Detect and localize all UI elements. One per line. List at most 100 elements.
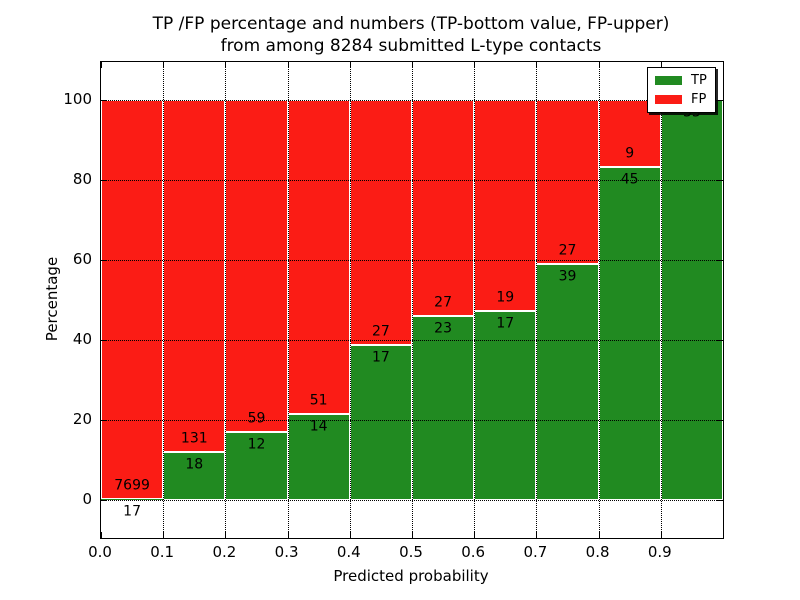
y-axis-label: Percentage xyxy=(43,256,61,342)
bar-fp-segment xyxy=(287,100,350,414)
bar-tp-segment xyxy=(412,316,475,500)
bar-tp-segment xyxy=(598,166,661,500)
fp-count-label: 9 xyxy=(625,145,635,162)
tick-mark xyxy=(101,260,107,261)
legend-item-tp: TP xyxy=(655,74,708,87)
tick-mark xyxy=(474,532,476,538)
gridline-y xyxy=(101,180,723,181)
tp-count-label: 12 xyxy=(247,436,266,453)
gridline-x xyxy=(349,62,351,538)
y-tick-label: 20 xyxy=(72,410,92,428)
tp-count-label: 17 xyxy=(123,503,141,520)
gridline-x xyxy=(225,62,227,538)
fp-count-label: 27 xyxy=(558,242,577,259)
gridline-x xyxy=(412,62,413,538)
x-tick-label: 0.3 xyxy=(274,543,299,561)
bar-tp-segment xyxy=(660,100,723,500)
tick-mark xyxy=(474,62,476,68)
tick-mark xyxy=(717,500,723,501)
gridline-y xyxy=(101,420,723,421)
fp-count-label: 7699 xyxy=(114,477,150,494)
gridline-y xyxy=(101,260,723,261)
bar-fp-segment xyxy=(163,100,226,452)
fp-count-label: 19 xyxy=(496,289,515,306)
tick-mark xyxy=(101,180,107,181)
tp-count-label: 17 xyxy=(496,315,515,332)
tick-mark xyxy=(349,62,351,68)
tick-mark xyxy=(598,532,600,538)
x-tick-label: 0.4 xyxy=(336,543,361,561)
tick-mark xyxy=(101,532,102,538)
tick-mark xyxy=(536,62,538,68)
tick-mark xyxy=(101,420,107,421)
fp-count-label: 27 xyxy=(371,323,390,340)
gridline-x xyxy=(660,62,662,538)
tick-mark xyxy=(225,62,227,68)
tick-mark xyxy=(717,180,723,181)
y-tick-label: 100 xyxy=(63,90,92,108)
legend-label-tp: TP xyxy=(691,73,707,88)
tick-mark xyxy=(660,62,662,68)
tick-mark xyxy=(101,500,107,501)
bar-fp-segment xyxy=(349,100,412,346)
bar-fp-segment xyxy=(412,100,475,316)
gridline-x xyxy=(287,62,289,538)
tick-mark xyxy=(287,532,289,538)
y-tick-label: 40 xyxy=(72,330,92,348)
x-tick-label: 0.8 xyxy=(585,543,610,561)
tick-mark xyxy=(163,532,165,538)
bar-tp-segment xyxy=(287,413,350,500)
gridline-x xyxy=(536,62,538,538)
gridline-x xyxy=(163,62,165,538)
tick-mark xyxy=(717,420,723,421)
fp-swatch xyxy=(655,95,682,104)
tp-swatch xyxy=(655,76,682,85)
fp-count-label: 59 xyxy=(247,410,266,427)
legend-item-fp: FP xyxy=(655,93,708,106)
legend: TP FP xyxy=(647,67,716,113)
x-tick-label: 0.9 xyxy=(647,543,672,561)
y-tick-label: 80 xyxy=(72,170,92,188)
gridline-y xyxy=(101,100,723,101)
y-tick-label: 0 xyxy=(82,490,92,508)
gridline-x xyxy=(474,62,476,538)
tick-mark xyxy=(101,100,107,101)
fp-count-label: 27 xyxy=(434,294,452,311)
x-axis-label: Predicted probability xyxy=(333,567,489,585)
tick-mark xyxy=(349,532,351,538)
y-tick-label: 60 xyxy=(72,250,92,268)
x-tick-label: 0.6 xyxy=(461,543,486,561)
tick-mark xyxy=(287,62,289,68)
tick-mark xyxy=(163,62,165,68)
x-tick-label: 0.1 xyxy=(150,543,175,561)
tick-mark xyxy=(412,62,413,68)
plot-area: 1776991813112591451172723271719392745933… xyxy=(100,61,724,539)
bar-fp-segment xyxy=(225,100,288,433)
x-tick-label: 0.2 xyxy=(212,543,237,561)
tick-mark xyxy=(717,260,723,261)
tp-count-label: 14 xyxy=(309,418,328,435)
tick-mark xyxy=(717,100,723,101)
bar-tp-segment xyxy=(101,499,164,501)
tick-mark xyxy=(225,532,227,538)
tick-mark xyxy=(660,532,662,538)
tp-count-label: 23 xyxy=(434,320,452,337)
tp-count-label: 45 xyxy=(620,171,639,188)
tp-count-label: 17 xyxy=(371,349,390,366)
bar-tp-segment xyxy=(349,345,412,500)
tick-mark xyxy=(412,532,413,538)
gridline-y xyxy=(101,340,723,341)
tick-mark xyxy=(101,62,102,68)
chart-title-line1: TP /FP percentage and numbers (TP-bottom… xyxy=(152,14,670,34)
x-tick-label: 0.5 xyxy=(399,543,423,561)
tp-count-label: 18 xyxy=(185,456,204,473)
fp-count-label: 51 xyxy=(309,392,328,409)
bar-fp-segment xyxy=(474,100,537,312)
tp-count-label: 39 xyxy=(558,268,577,285)
x-tick-label: 0.7 xyxy=(523,543,548,561)
gridline-x xyxy=(598,62,600,538)
bar-tp-segment xyxy=(536,263,599,500)
tick-mark xyxy=(101,340,107,341)
bar-fp-segment xyxy=(536,100,599,264)
